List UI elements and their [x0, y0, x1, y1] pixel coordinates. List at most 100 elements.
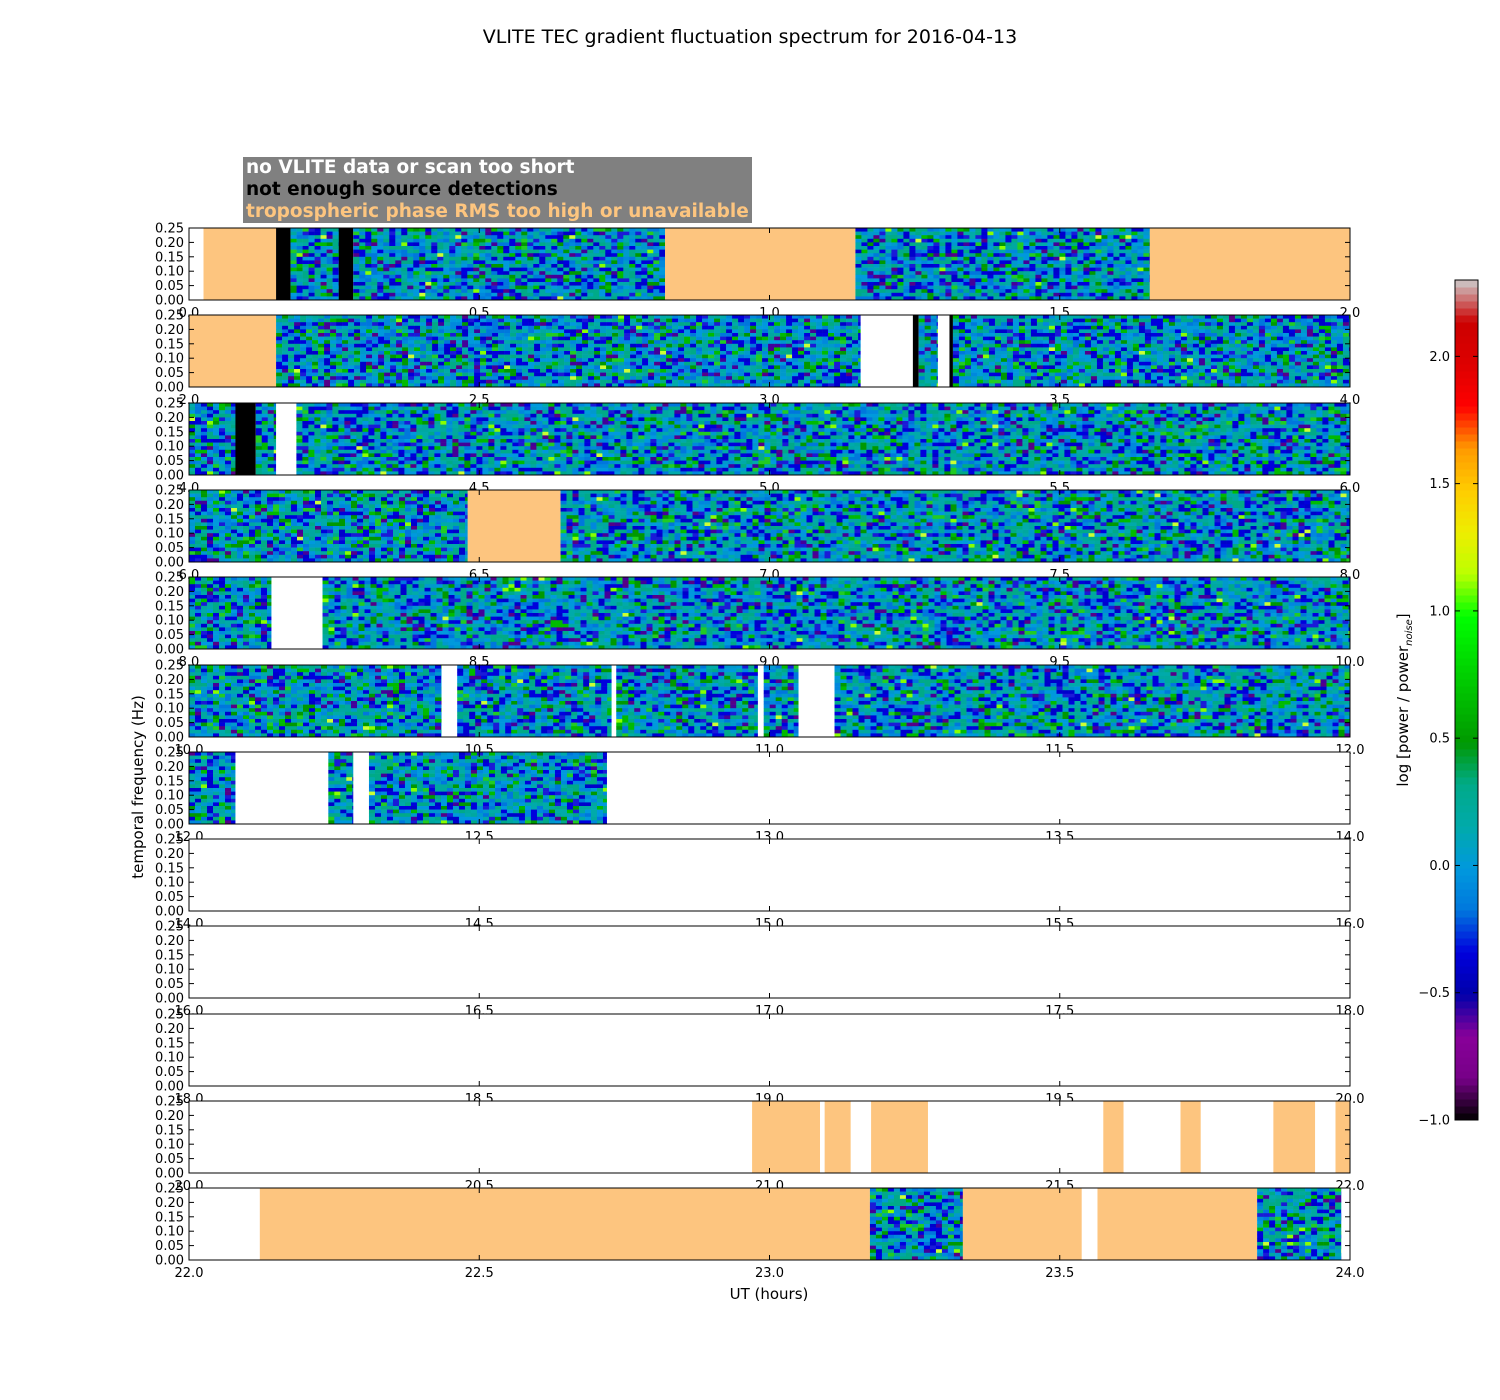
colorbar-cell — [1455, 1057, 1478, 1065]
colorbar-cell — [1455, 574, 1478, 582]
panel-0: 0.250.200.150.100.050.000.0 0.5 1.0 1.5 2.0 — [155, 222, 1360, 322]
colorbar-cell — [1455, 364, 1478, 372]
colorbar-cell — [1455, 329, 1478, 337]
colorbar-cell — [1455, 462, 1478, 470]
segment-tropo_rms — [467, 490, 561, 562]
x-tick-label: 22.5 — [465, 1266, 494, 1281]
segment-tropo_rms — [665, 228, 856, 300]
colorbar-cell — [1455, 994, 1478, 1002]
colorbar-cell — [1455, 560, 1478, 568]
colorbar-cell — [1455, 497, 1478, 505]
colorbar-cell — [1455, 931, 1478, 939]
colorbar-cell — [1455, 427, 1478, 435]
colorbar-cell — [1455, 315, 1478, 323]
colorbar-tick-label: −0.5 — [1418, 986, 1450, 1001]
y-tick-label: 0.00 — [155, 1080, 184, 1095]
colorbar-frame — [1454, 279, 1479, 1121]
spectrum-block — [189, 577, 272, 650]
spectrum-block — [834, 665, 1351, 738]
y-tick-label: 0.15 — [155, 425, 184, 440]
colorbar-cell — [1455, 791, 1478, 799]
y-tick-label: 0.00 — [155, 905, 184, 920]
colorbar-cell — [1455, 413, 1478, 421]
colorbar-cell — [1455, 343, 1478, 351]
y-tick-label: 0.05 — [155, 628, 184, 643]
colorbar-cell — [1455, 504, 1478, 512]
colorbar-tick-label: 0.0 — [1429, 859, 1450, 874]
colorbar-cell — [1455, 455, 1478, 463]
colorbar-cell — [1455, 889, 1478, 897]
spectrum-block — [255, 403, 277, 476]
colorbar-tick-label: −1.0 — [1418, 1114, 1450, 1129]
y-tick-label: 0.05 — [155, 1152, 184, 1167]
colorbar-cell — [1455, 721, 1478, 729]
segment-few_detections — [949, 315, 953, 387]
colorbar-cell — [1455, 833, 1478, 841]
spectrum-block — [560, 490, 1351, 563]
y-tick-label: 0.25 — [155, 746, 184, 761]
colorbar-cell — [1455, 490, 1478, 498]
colorbar-cell — [1455, 798, 1478, 806]
y-tick-label: 0.25 — [155, 1182, 184, 1197]
colorbar-cell — [1455, 469, 1478, 477]
colorbar-cell — [1455, 434, 1478, 442]
y-tick-label: 0.10 — [155, 789, 184, 804]
segment-no_data — [1081, 1188, 1098, 1260]
y-tick-label: 0.25 — [155, 833, 184, 848]
colorbar-tick-label: 1.0 — [1429, 604, 1450, 619]
colorbar-cell — [1455, 861, 1478, 869]
y-tick-label: 0.15 — [155, 1123, 184, 1138]
colorbar-cell — [1455, 581, 1478, 589]
segment-no_data — [1315, 1101, 1336, 1173]
colorbar-cell — [1455, 651, 1478, 659]
y-tick-label: 0.15 — [155, 337, 184, 352]
colorbar-tick-label: 1.5 — [1429, 477, 1450, 492]
colorbar-label-close: ] — [1394, 613, 1412, 619]
segment-tropo_rms — [1103, 1101, 1124, 1173]
spectrum-block — [869, 1188, 964, 1261]
segment-no_data — [271, 577, 323, 649]
y-tick-label: 0.15 — [155, 687, 184, 702]
y-tick-label: 0.25 — [155, 397, 184, 412]
y-tick-label: 0.15 — [155, 250, 184, 265]
colorbar-cell — [1455, 1029, 1478, 1037]
segment-no_data — [189, 1101, 753, 1173]
y-tick-label: 0.25 — [155, 1095, 184, 1110]
x-tick-label: 23.0 — [755, 1266, 784, 1281]
y-tick-label: 0.05 — [155, 977, 184, 992]
colorbar-label-main: log [power / power — [1394, 645, 1412, 787]
segment-tropo_rms — [752, 1101, 820, 1173]
y-tick-label: 0.20 — [155, 847, 184, 862]
colorbar-cell — [1455, 392, 1478, 400]
y-tick-label: 0.05 — [155, 279, 184, 294]
colorbar-cell — [1455, 357, 1478, 365]
colorbar-cell — [1455, 742, 1478, 750]
colorbar-cell — [1455, 308, 1478, 316]
y-tick-label: 0.15 — [155, 1210, 184, 1225]
colorbar-cell — [1455, 448, 1478, 456]
colorbar-cell — [1455, 1043, 1478, 1051]
spectrum-block — [616, 665, 759, 738]
colorbar-cell — [1455, 959, 1478, 967]
spectrum-block — [918, 315, 939, 388]
colorbar: 2.0 1.5 1.0 0.5 0.0 −0.5 −1.0 — [1418, 279, 1479, 1129]
y-tick-label: 0.10 — [155, 702, 184, 717]
y-tick-label: 0.10 — [155, 527, 184, 542]
colorbar-cell — [1455, 294, 1478, 302]
colorbar-cell — [1455, 749, 1478, 757]
colorbar-cell — [1455, 840, 1478, 848]
segment-no_data — [1200, 1101, 1274, 1173]
colorbar-cell — [1455, 1008, 1478, 1016]
colorbar-cell — [1455, 987, 1478, 995]
colorbar-cell — [1455, 609, 1478, 617]
y-tick-label: 0.20 — [155, 1022, 184, 1037]
legend-tropo-rms: tropospheric phase RMS too high or unava… — [246, 201, 749, 223]
segment-few_detections — [276, 228, 291, 300]
colorbar-cell — [1455, 420, 1478, 428]
colorbar-cell — [1455, 770, 1478, 778]
